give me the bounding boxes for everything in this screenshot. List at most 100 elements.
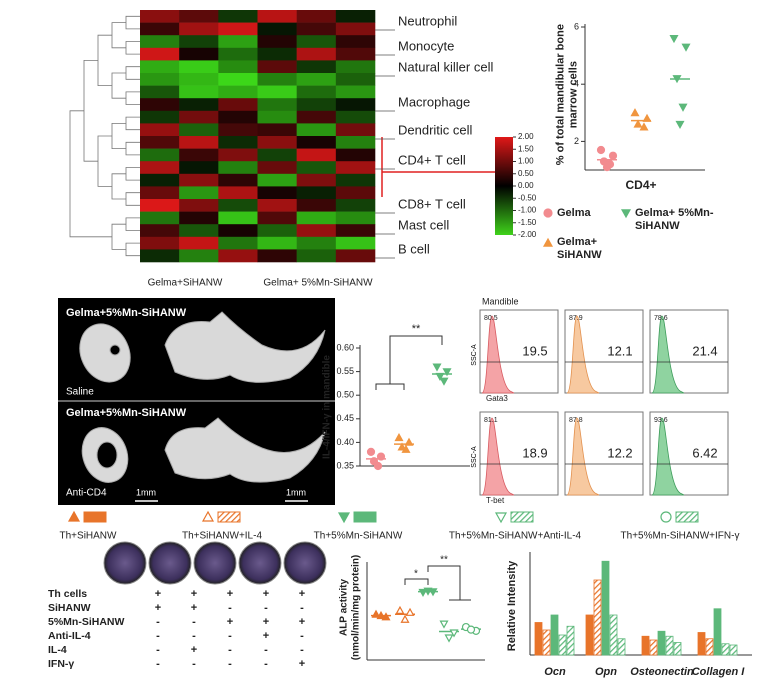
heatmap-cell [296, 60, 337, 74]
heatmap-cell [257, 199, 297, 212]
data-point [404, 437, 414, 446]
heatmap-cell [140, 224, 180, 238]
data-point [376, 452, 386, 461]
data-point [444, 634, 454, 643]
data-point [423, 587, 433, 596]
condition-cell: + [227, 588, 233, 600]
condition-cell: - [264, 658, 268, 670]
y-axis-label: % of total mandibular bone marrow cells [554, 24, 579, 166]
bar [558, 634, 567, 656]
dendrogram-branch [125, 66, 140, 80]
cell-type-label: Dendritic cell [398, 122, 473, 137]
condition-cell: + [299, 588, 305, 600]
data-point [397, 442, 407, 451]
heatmap-cell [335, 186, 376, 200]
heatmap-cell [179, 161, 219, 175]
heatmap-cell [257, 123, 297, 137]
flow-axis-label: SSC-A [471, 344, 478, 366]
heatmap-cell [140, 236, 180, 250]
colorbar [495, 137, 513, 235]
heatmap-cell [335, 73, 376, 86]
heatmap-cell [257, 236, 297, 250]
heatmap-cell [179, 249, 219, 263]
legend-label: Gelma+ 5%Mn-SiHANW [635, 207, 714, 232]
heatmap-cell [140, 123, 180, 137]
heatmap-cell [179, 236, 219, 250]
condition-cell: + [263, 630, 269, 642]
data-point [405, 607, 415, 616]
y-tick-label: 4 [574, 79, 579, 89]
condition-cell: - [156, 644, 160, 656]
heatmap-cell [257, 186, 297, 200]
heatmap-cell [257, 224, 297, 238]
bar [665, 635, 674, 656]
y-axis-label: ALP activity (nmol/min/mg protein) [338, 554, 362, 661]
heatmap-cell [218, 173, 258, 187]
data-point [395, 605, 405, 615]
heatmap-cell [140, 73, 180, 86]
x-tick-label: Ocn [544, 666, 566, 678]
heatmap-cell [179, 60, 219, 74]
heatmap-cell [218, 148, 258, 162]
flow-value: 19.5 [522, 343, 547, 358]
condition-cell: + [263, 588, 269, 600]
heatmap-cell [296, 199, 337, 212]
cell-type-label: CD8+ T cell [398, 196, 466, 211]
condition-cell: - [228, 630, 232, 642]
heatmap-cell [218, 98, 258, 112]
heatmap-cell [179, 22, 219, 36]
cell-type-label: Macrophage [398, 94, 470, 109]
bar [697, 632, 706, 656]
condition-cell: - [228, 644, 232, 656]
flow-axis-label: SSC-A [471, 446, 478, 468]
data-point [394, 432, 404, 442]
cell-type-label: Monocyte [398, 38, 454, 53]
data-point [442, 368, 452, 377]
heatmap-cell [140, 211, 180, 225]
heatmap-cell [218, 10, 258, 23]
condition-cell: - [156, 630, 160, 642]
dendrogram-branch [111, 123, 126, 149]
bar [550, 614, 559, 656]
data-point [428, 588, 438, 597]
dendrogram-branch [111, 72, 126, 99]
condition-cell: - [264, 602, 268, 614]
heatmap-cell [335, 35, 376, 49]
heatmap-cell [179, 10, 219, 23]
heatmap-cell [296, 186, 337, 200]
dendrogram-branch [125, 217, 140, 231]
heatmap-cell [257, 161, 297, 175]
histogram [566, 417, 600, 496]
y-tick-label: 0.50 [336, 390, 354, 400]
heatmap-cell [140, 85, 180, 99]
heatmap-cell [179, 123, 219, 137]
heatmap-cell [140, 35, 180, 49]
heatmap-cell [257, 47, 297, 61]
data-point [642, 113, 652, 122]
condition-cell: - [300, 644, 304, 656]
heatmap-cell [335, 123, 376, 137]
data-point [639, 122, 649, 131]
colorbar-tick-label: 1.50 [518, 144, 534, 153]
histogram [566, 315, 600, 394]
cell-type-label: B cell [398, 241, 430, 256]
heatmap-cell [257, 249, 297, 263]
dendrogram-branch [125, 41, 140, 55]
legend-swatch [353, 511, 377, 523]
legend-label: Th+SiHANW [60, 531, 118, 542]
heatmap-cell [257, 148, 297, 162]
heatmap-cell [179, 224, 219, 238]
heatmap-cell [257, 173, 297, 187]
heatmap-cell [218, 73, 258, 86]
heatmap-cell [179, 211, 219, 225]
heatmap-cell [335, 85, 376, 99]
legend-swatch [217, 511, 241, 523]
flow-value: 18.9 [522, 445, 547, 460]
dendrogram-branch [125, 192, 140, 206]
dendrogram-branch [125, 167, 140, 181]
heatmap-cell [296, 249, 337, 263]
heatmap-cell [335, 110, 376, 124]
heatmap-cell [257, 10, 297, 23]
heatmap-cell [218, 123, 258, 137]
data-point [439, 377, 449, 386]
